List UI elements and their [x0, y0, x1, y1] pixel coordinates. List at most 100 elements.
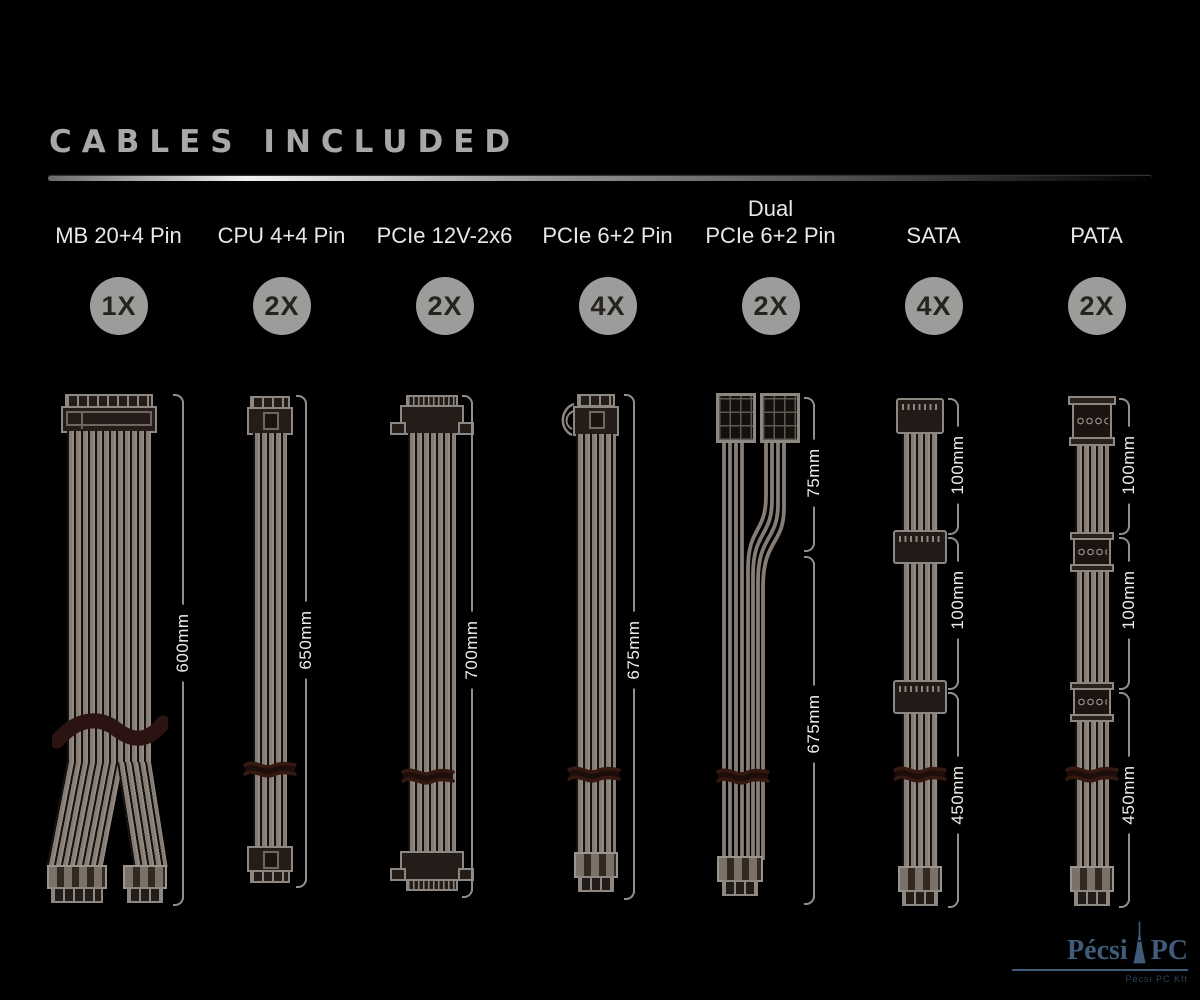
mb-4pin-plug	[123, 865, 167, 889]
sata-connector	[896, 398, 944, 434]
quantity-badge: 2X	[1068, 277, 1126, 335]
length-bracket: 100mm	[947, 537, 968, 690]
cable-break-icon	[243, 761, 297, 778]
column-header: PATA	[1070, 223, 1123, 249]
pin-teeth	[1074, 890, 1110, 906]
length-bracket: 100mm	[1118, 537, 1139, 690]
cable-break-icon	[716, 768, 770, 785]
length-bracket: 675mm	[623, 394, 644, 900]
length-bracket: 450mm	[1118, 692, 1139, 908]
column-mb-20-4-pin: MB 20+4 Pin 1X 600mm	[37, 0, 200, 1000]
sense-wire-curl	[561, 402, 575, 437]
cpu-connector	[247, 846, 293, 872]
watermark: Pécsi PC Pécsi PC Kft	[1012, 921, 1188, 984]
cable-split-left	[46, 762, 123, 867]
length-label: 650mm	[296, 601, 316, 679]
ribbon-cable	[408, 433, 456, 853]
cable-break-icon	[1065, 766, 1119, 783]
ribbon-cable	[1075, 444, 1109, 868]
quantity-badge: 2X	[742, 277, 800, 335]
cable-break-icon	[52, 713, 168, 749]
column-cpu-4-4-pin: CPU 4+4 Pin 2X 650mm	[200, 0, 363, 1000]
length-label: 450mm	[1119, 756, 1139, 834]
quantity-badge: 4X	[905, 277, 963, 335]
length-bracket: 450mm	[947, 692, 968, 908]
molex-connector	[1073, 538, 1111, 566]
pcie-6-2-connector	[760, 393, 800, 443]
pin-teeth	[578, 876, 614, 892]
column-header: PCIe 12V-2x6	[376, 223, 513, 249]
quantity-badge: 2X	[416, 277, 474, 335]
psu-side-plug	[898, 866, 942, 892]
quantity-badge: 2X	[253, 277, 311, 335]
watermark-brand-first: Pécsi	[1067, 935, 1128, 967]
column-pcie-6-2-pin: PCIe 6+2 Pin 4X 675mm	[526, 0, 689, 1000]
psu-side-plug	[717, 856, 763, 882]
column-header: CPU 4+4 Pin	[217, 223, 346, 249]
pin-teeth	[51, 887, 103, 903]
length-label: 675mm	[804, 685, 824, 763]
molex-connector	[1070, 564, 1114, 572]
pin-teeth	[406, 879, 458, 891]
pin-teeth	[722, 880, 758, 896]
sata-connector	[893, 530, 947, 564]
quantity-badge: 4X	[579, 277, 637, 335]
12vhpwr-connector	[390, 851, 474, 881]
length-label: 100mm	[948, 426, 968, 504]
length-bracket: 675mm	[803, 556, 824, 905]
molex-connector	[1069, 437, 1115, 446]
length-bracket: 100mm	[1118, 398, 1139, 535]
psu-side-plug	[1070, 866, 1114, 892]
length-bracket: 100mm	[947, 398, 968, 535]
pcie-connector	[573, 406, 619, 436]
page-title: CABLES INCLUDED	[49, 124, 521, 160]
length-bracket: 650mm	[295, 395, 316, 888]
quantity-badge: 1X	[90, 277, 148, 335]
watermark-logo: Pécsi PC	[1012, 921, 1188, 965]
length-label: 450mm	[948, 756, 968, 834]
pcie-6-2-connector	[716, 393, 756, 443]
wire-bundle	[722, 441, 786, 860]
column-header: PCIe 6+2 Pin	[542, 223, 673, 249]
length-label: 75mm	[804, 439, 824, 507]
length-label: 100mm	[1119, 426, 1139, 504]
column-dual-pcie-6-2-pin: Dual PCIe 6+2 Pin 2X	[689, 0, 852, 1000]
column-sata: SATA 4X 100mm 100mm 450mm	[852, 0, 1015, 1000]
mb-20pin-plug	[47, 865, 107, 889]
ribbon-cable	[902, 432, 938, 868]
12vhpwr-connector	[390, 405, 474, 435]
column-header: MB 20+4 Pin	[55, 223, 182, 249]
pin-teeth	[250, 870, 290, 883]
length-bracket: 75mm	[803, 397, 824, 552]
watermark-brand-second: PC	[1150, 935, 1188, 967]
ribbon-cable	[67, 431, 151, 764]
length-bracket: 600mm	[172, 394, 193, 906]
column-pcie-12v-2x6: PCIe 12V-2x6 2X 700mm	[363, 0, 526, 1000]
tv-tower-icon	[1133, 921, 1146, 964]
watermark-underline	[1012, 969, 1188, 971]
pin-teeth	[127, 887, 163, 903]
molex-connector	[1070, 714, 1114, 722]
length-bracket: 700mm	[461, 395, 482, 898]
cpu-connector	[247, 407, 293, 435]
molex-connector	[1073, 688, 1111, 716]
length-label: 100mm	[948, 561, 968, 639]
length-label: 100mm	[1119, 561, 1139, 639]
cable-split-right	[117, 762, 168, 867]
cable-break-icon	[401, 768, 455, 785]
cable-break-icon	[567, 766, 621, 783]
title-divider	[48, 176, 1152, 181]
psu-side-plug	[574, 852, 618, 878]
pin-teeth	[902, 890, 938, 906]
molex-connector	[1072, 403, 1112, 439]
ribbon-cable	[576, 434, 616, 854]
length-label: 675mm	[624, 611, 644, 689]
column-header: Dual PCIe 6+2 Pin	[705, 196, 836, 249]
sata-connector	[893, 680, 947, 714]
column-header: SATA	[906, 223, 961, 249]
column-pata: PATA 2X 100mm 100mm	[1015, 0, 1178, 1000]
length-label: 600mm	[173, 604, 193, 682]
cable-break-icon	[893, 766, 947, 783]
atx-24pin-connector	[61, 406, 157, 433]
